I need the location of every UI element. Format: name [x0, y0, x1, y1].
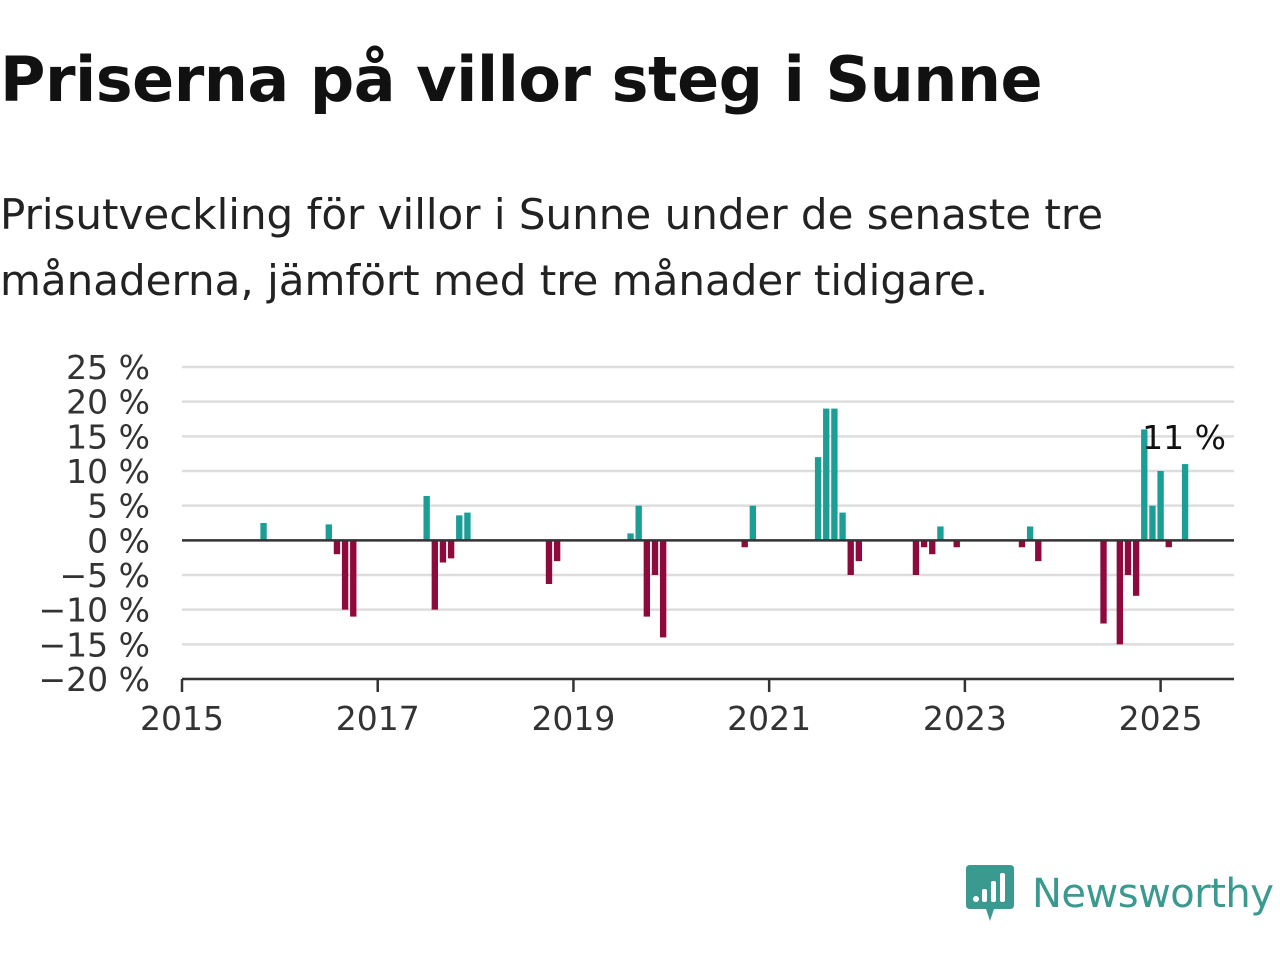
x-tick-label: 2019 — [531, 699, 615, 738]
bar — [1116, 540, 1124, 645]
bar — [1165, 540, 1172, 548]
bar — [1149, 505, 1156, 541]
bar — [635, 505, 642, 541]
bar — [847, 540, 854, 575]
bar — [553, 540, 561, 562]
y-tick-label: 25 % — [66, 348, 150, 387]
bar — [839, 512, 846, 541]
newsworthy-logo-icon — [966, 865, 1014, 921]
x-tick-label: 2023 — [923, 699, 1007, 738]
bar — [1018, 540, 1026, 548]
y-tick-label: 10 % — [66, 452, 150, 491]
y-tick-label: 0 % — [87, 521, 150, 560]
bar — [937, 526, 944, 541]
bar — [545, 540, 553, 585]
bar — [439, 540, 447, 563]
axes — [180, 539, 1234, 692]
y-tick-label: −5 % — [60, 556, 151, 595]
bar — [1181, 464, 1189, 541]
bar — [325, 524, 332, 541]
bar — [341, 540, 349, 610]
bar — [651, 540, 659, 575]
bar — [749, 505, 757, 541]
y-tick-label: 20 % — [66, 383, 150, 422]
last-value-label: 11 % — [1142, 418, 1226, 457]
bar — [643, 540, 651, 617]
bar — [823, 408, 830, 541]
bar — [659, 540, 667, 638]
x-tick-label: 2025 — [1119, 699, 1203, 738]
y-tick-label: −10 % — [39, 591, 151, 630]
bar — [456, 515, 463, 541]
tick-labels: 25 %20 %15 %10 %5 %0 %−5 %−10 %−15 %−20 … — [39, 348, 1203, 738]
bar — [1141, 429, 1148, 541]
x-tick-label: 2015 — [140, 699, 224, 738]
bar — [350, 540, 357, 617]
bar — [920, 540, 928, 548]
bar — [1157, 471, 1164, 541]
y-tick-label: 5 % — [87, 487, 150, 526]
y-tick-label: 15 % — [66, 417, 150, 456]
bar — [423, 495, 430, 541]
chart-title: Priserna på villor steg i Sunne — [0, 43, 1043, 116]
bar — [333, 540, 341, 555]
bar — [627, 533, 634, 541]
bar-chart: 25 %20 %15 %10 %5 %0 %−5 %−10 %−15 %−20 … — [39, 348, 1234, 738]
bar — [431, 540, 438, 610]
y-tick-label: −15 % — [39, 625, 151, 664]
bar — [912, 540, 920, 575]
bar — [855, 540, 863, 562]
bar — [1124, 540, 1132, 575]
x-tick-label: 2017 — [336, 699, 420, 738]
brand-name: Newsworthy — [1032, 871, 1274, 917]
bar — [929, 540, 936, 555]
bar — [260, 523, 267, 541]
bars — [260, 408, 1189, 645]
bar — [1132, 540, 1140, 596]
bar — [1100, 540, 1107, 624]
chart-subtitle: Prisutveckling för villor i Sunne under … — [0, 190, 1104, 305]
bar — [814, 457, 822, 541]
bar — [1035, 540, 1042, 562]
grid-lines — [182, 365, 1234, 681]
bar — [1026, 526, 1034, 541]
bar — [464, 512, 471, 541]
bar — [953, 540, 960, 548]
bar — [447, 540, 455, 559]
x-tick-label: 2021 — [727, 699, 811, 738]
y-tick-label: −20 % — [39, 660, 151, 699]
newsworthy-brand: Newsworthy — [964, 862, 1274, 926]
bar — [831, 408, 838, 541]
bar — [741, 540, 748, 548]
